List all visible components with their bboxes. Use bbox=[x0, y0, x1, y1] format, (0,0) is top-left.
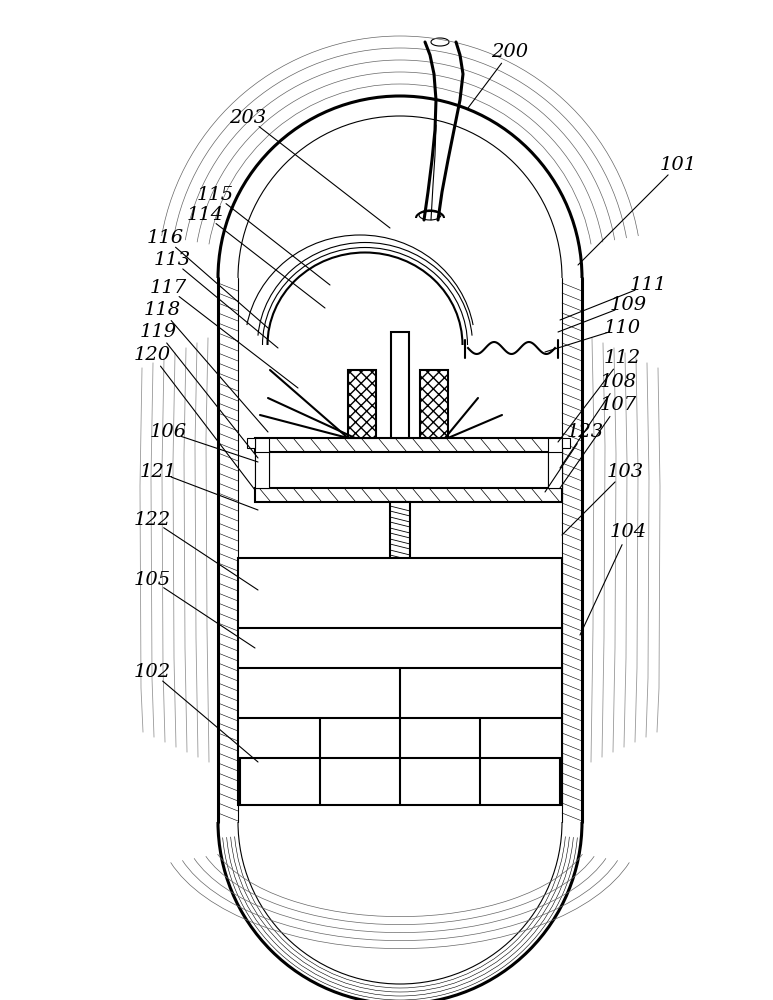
Text: 103: 103 bbox=[607, 463, 644, 481]
Bar bbox=[548, 438, 562, 498]
Bar bbox=[255, 438, 562, 452]
Bar bbox=[562, 438, 570, 448]
Text: 112: 112 bbox=[604, 349, 641, 367]
Text: 200: 200 bbox=[492, 43, 529, 61]
Text: 116: 116 bbox=[146, 229, 183, 247]
Text: 113: 113 bbox=[153, 251, 191, 269]
Text: 111: 111 bbox=[629, 276, 666, 294]
Bar bbox=[255, 452, 269, 488]
Bar bbox=[391, 332, 409, 438]
Text: 114: 114 bbox=[186, 206, 223, 224]
Text: 110: 110 bbox=[604, 319, 641, 337]
Bar bbox=[348, 370, 376, 438]
Text: 104: 104 bbox=[609, 523, 646, 541]
Text: 102: 102 bbox=[134, 663, 171, 681]
Text: 117: 117 bbox=[149, 279, 186, 297]
Text: 123: 123 bbox=[567, 423, 604, 441]
Bar bbox=[255, 488, 562, 502]
Text: 122: 122 bbox=[134, 511, 171, 529]
Bar bbox=[238, 558, 562, 805]
Text: 106: 106 bbox=[149, 423, 186, 441]
Text: 115: 115 bbox=[196, 186, 233, 204]
Bar bbox=[548, 452, 562, 488]
Text: 118: 118 bbox=[144, 301, 181, 319]
Text: 120: 120 bbox=[134, 346, 171, 364]
Text: 107: 107 bbox=[599, 396, 636, 414]
Bar bbox=[420, 370, 448, 438]
Text: 109: 109 bbox=[609, 296, 646, 314]
Bar bbox=[390, 502, 410, 638]
Bar bbox=[247, 438, 255, 448]
Text: 108: 108 bbox=[599, 373, 636, 391]
Text: 203: 203 bbox=[230, 109, 267, 127]
Bar bbox=[255, 438, 269, 498]
Bar bbox=[384, 638, 416, 654]
Text: 119: 119 bbox=[139, 323, 176, 341]
Text: 101: 101 bbox=[659, 156, 696, 174]
Text: 105: 105 bbox=[134, 571, 171, 589]
Text: 121: 121 bbox=[139, 463, 176, 481]
